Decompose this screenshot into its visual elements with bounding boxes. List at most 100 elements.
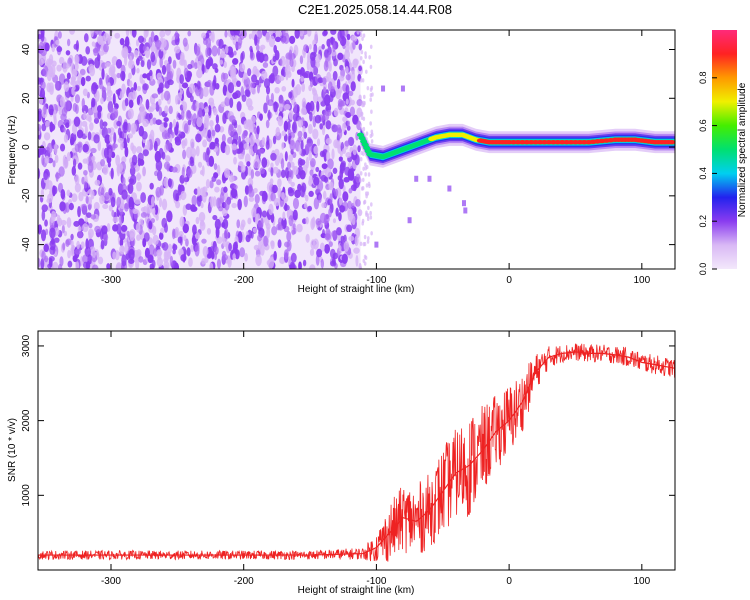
colorbar-tick-label: 0.6 [698,119,708,132]
spectrogram-noise-cell [232,253,236,261]
spectrogram-noise-cell [185,146,192,159]
spectrogram-noise-cell [206,228,212,235]
spectrogram-noise-cell [40,229,47,242]
spectrogram-noise-cell [74,84,80,91]
spectrogram-noise-cell [221,250,227,258]
spectrogram-noise-cell [142,118,149,127]
spectrogram-noise-cell [281,191,285,200]
spectrogram-noise-cell [161,241,169,251]
spectrogram-noise-cell [346,224,353,233]
spectrogram-noise-cell [133,82,138,91]
spectrogram-noise-cell [53,115,57,126]
spectrogram-noise-cell [209,180,214,189]
spectrogram-noise-cell [159,30,166,38]
spectrogram-noise-cell [309,248,315,257]
spectrogram-noise-cell [142,83,149,91]
spectrogram-noise-cell [333,107,339,117]
spectrogram-noise-cell [66,72,71,80]
spectrogram-noise-cell [97,256,104,265]
spectrogram-noise-cell [356,98,363,107]
spectrogram-noise-cell [300,139,304,151]
spectrogram-noise-cell [330,30,337,35]
spectrogram-noise-cell [148,36,153,48]
spectrogram-noise-cell [106,263,111,269]
spectrogram-noise-cell [80,241,85,249]
spectrogram-noise-cell [142,73,148,79]
spectrogram-noise-cell [348,236,355,242]
spectrogram-noise-cell [48,104,54,116]
spectrogram-noise-cell [236,219,241,229]
spectrogram-noise-cell [209,141,216,150]
spectrogram-noise-cell [58,166,65,177]
spectrogram-noise-cell [308,190,314,198]
spectrogram-noise-cell [106,127,112,134]
spectrogram-noise-cell [274,36,282,43]
spectrogram-noise-cell [365,164,369,170]
spectrogram-noise-cell [62,61,68,73]
spectrogram-noise-cell [236,101,242,112]
spectrogram-noise-cell [43,170,49,181]
spectrogram-noise-cell [302,51,306,59]
colorbar-tick-label: 0.8 [698,72,708,85]
spectrogram-noise-cell [48,54,54,64]
spectrogram-noise-cell [146,139,151,151]
spectrogram-ridge-band-5 [360,132,675,160]
spectrogram-noise-cell [309,52,316,61]
spectrogram-noise-cell [325,120,332,130]
spectrogram-noise-cell [221,47,226,58]
spectrogram-noise-cell [270,152,277,161]
spectrogram-noise-cell [202,86,209,98]
spectrogram-noise-cell [87,204,92,211]
spectrogram-noise-cell [82,88,88,97]
spectrogram-noise-cell [91,264,99,269]
spectrogram-noise-cell [369,210,372,216]
spectrogram-noise-cell [65,122,70,129]
spectrogram-noise-cell [366,239,370,244]
spectrogram-noise-cell [335,227,342,236]
spectrogram-noise-cell [41,204,48,213]
spectrogram-noise-cell [139,42,145,54]
spectrogram-noise-cell [128,196,134,208]
spectrogram-noise-cell [280,169,286,179]
spectrogram-noise-cell [271,30,277,34]
spectrogram-noise-cell [173,45,181,54]
spectrogram-x-tick-label: -300 [101,275,121,286]
spectrogram-noise-cell [289,140,296,151]
spectrogram-noise-cell [312,65,319,76]
spectrogram-noise-cell [116,196,122,209]
spectrogram-noise-cell [281,30,286,36]
spectrogram-noise-cell [213,107,218,116]
snr-frame [37,330,676,571]
spectrogram-noise-cell [164,132,171,140]
spectrogram-noise-cell [332,218,337,224]
spectrogram-noise-cell [128,248,135,261]
spectrogram-noise-cell [172,118,177,128]
spectrogram-noise-cell [324,167,332,178]
spectrogram-noise-cell [222,238,228,247]
spectrogram-noise-cell [272,166,279,174]
spectrogram-noise-cell [332,167,338,174]
spectrogram-noise-cell [223,168,230,179]
spectrogram-noise-cell [183,235,187,242]
spectrogram-noise-cell [193,62,198,70]
spectrogram-noise-cell [209,246,214,253]
spectrogram-noise-cell [321,44,325,50]
spectrogram-noise-cell [124,97,129,107]
spectrogram-noise-cell [82,223,89,233]
spectrogram-noise-cell [70,62,75,75]
spectrogram-noise-cell [228,242,233,252]
spectrogram-noise-cell [76,240,80,250]
spectrogram-noise-cell [138,256,144,263]
spectrogram-noise-cell [43,243,50,253]
spectrogram-noise-cell [230,187,238,199]
spectrogram-noise-cell [247,68,252,77]
spectrogram-noise-cell [290,181,295,187]
spectrogram-x-tick-label: 100 [633,275,650,286]
spectrogram-noise-cell [90,147,97,154]
spectrogram-noise-cell [195,133,202,143]
spectrogram-noise-cell [122,100,126,110]
spectrogram-noise-cell [366,213,370,218]
spectrogram-noise-cell [358,43,363,51]
spectrogram-noise-cell [149,182,154,190]
spectrogram-noise-cell [293,101,298,114]
